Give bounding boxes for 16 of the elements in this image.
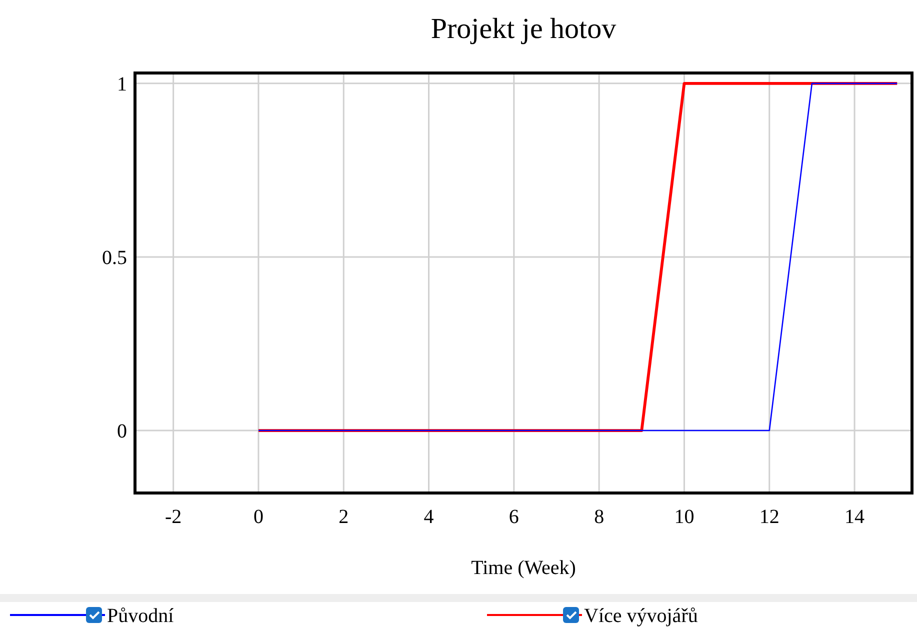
x-axis-title: Time (Week) bbox=[471, 557, 576, 579]
x-tick-label: 2 bbox=[338, 506, 349, 528]
x-tick-label: 10 bbox=[674, 506, 694, 528]
x-tick-label: 12 bbox=[759, 506, 780, 528]
x-tick-label: 14 bbox=[844, 506, 865, 528]
x-tick-label: -2 bbox=[164, 506, 182, 528]
y-tick-label: 0 bbox=[117, 420, 127, 443]
y-tick-label: 0.5 bbox=[102, 246, 127, 269]
x-tick-label: 0 bbox=[253, 506, 264, 528]
x-tick-label: 8 bbox=[594, 506, 604, 528]
x-tick-label: 4 bbox=[424, 506, 434, 528]
x-tick-label: 6 bbox=[508, 506, 519, 528]
chart-title: Projekt je hotov bbox=[430, 13, 617, 45]
legend-label: Více vývojářů bbox=[584, 605, 698, 627]
legend-label: Původní bbox=[107, 605, 174, 627]
y-tick-label: 1 bbox=[117, 73, 127, 96]
